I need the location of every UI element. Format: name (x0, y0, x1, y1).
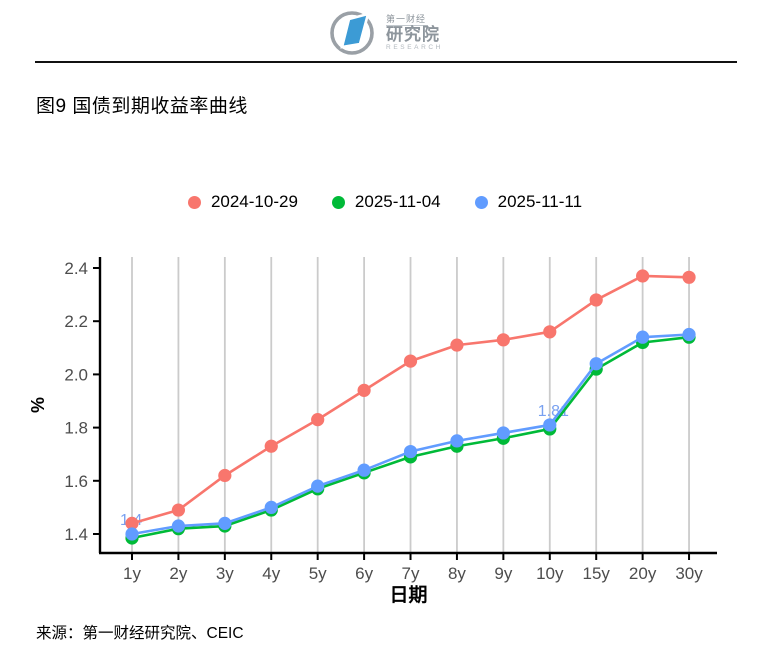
y-axis-title: % (28, 397, 48, 413)
data-point (264, 439, 278, 453)
source-note: 来源：第一财经研究院、CEIC (36, 625, 244, 642)
chart-canvas: 1.4 1.6 1.8 2.0 2.2 2.4 1y 2y 3y 4y 5y 6y 7y 8y 9y 10y 1… (28, 257, 717, 606)
y-tick-label: 1.8 (64, 419, 88, 438)
x-tick-label: 5y (309, 564, 327, 583)
data-point (450, 338, 464, 352)
x-tick-label: 30y (675, 564, 703, 583)
data-point (171, 519, 186, 533)
legend-dot-red (187, 195, 201, 209)
legend-label: 2024-10-29 (210, 192, 298, 211)
data-point (357, 383, 371, 397)
data-point (218, 468, 232, 483)
data-point (311, 413, 325, 427)
data-point (636, 269, 650, 283)
series-2025-11-11 (125, 327, 696, 541)
data-point (450, 434, 464, 448)
y-tick-label: 1.4 (64, 525, 88, 544)
x-tick-label: 6y (355, 564, 373, 583)
data-point (496, 426, 510, 440)
data-point (682, 327, 696, 342)
header-divider (35, 61, 737, 63)
gridlines (131, 257, 690, 552)
data-point (264, 500, 278, 514)
point-annotations: 1.41.81 (120, 403, 569, 529)
x-tick-label: 10y (536, 564, 564, 583)
x-tick-label: 8y (448, 564, 466, 583)
brand-logo-text: 第一财经 研究院 RESEARCH (386, 12, 443, 52)
data-point (682, 270, 696, 284)
legend-dot-blue (474, 195, 488, 209)
y-tick-label: 2.0 (64, 365, 88, 384)
data-point (589, 357, 603, 371)
series-2024-10-29 (125, 269, 696, 530)
x-tick-label: 20y (629, 564, 657, 583)
x-tick-label: 7y (402, 564, 420, 583)
legend-dot-green (331, 195, 345, 209)
legend-item-2025-11-04: 2025-11-04 (331, 192, 441, 212)
data-point (125, 527, 139, 541)
y-tick-label: 2.2 (64, 312, 88, 331)
data-point (311, 479, 325, 493)
legend-label: 2025-11-11 (497, 192, 583, 211)
data-point (543, 418, 557, 432)
x-axis-title: 日期 (389, 584, 427, 606)
legend-label: 2025-11-04 (354, 192, 441, 211)
legend-item-2025-11-11: 2025-11-11 (474, 192, 583, 212)
figure-title: 图9 国债到期收益率曲线 (36, 96, 248, 117)
brand-name-small: 第一财经 (386, 14, 429, 27)
chart-legend: 2024-10-29 2025-11-04 2025-11-11 (0, 192, 770, 212)
legend-item-2024-10-29: 2024-10-29 (187, 192, 298, 212)
data-point (636, 330, 650, 344)
brand-name-en: RESEARCH (386, 44, 443, 52)
data-point (403, 354, 418, 368)
data-point (403, 444, 418, 459)
data-point (357, 463, 371, 477)
x-tick-label: 9y (494, 564, 512, 583)
data-point (589, 293, 603, 307)
y-tick-label: 1.6 (64, 472, 88, 491)
x-tick-label: 15y (582, 564, 610, 583)
data-point (496, 333, 510, 347)
x-tick-label: 3y (216, 564, 234, 583)
axes: 1.4 1.6 1.8 2.0 2.2 2.4 1y 2y 3y 4y 5y 6y 7y 8y 9y 10y 1… (64, 257, 717, 583)
x-tick-label: 1y (123, 564, 141, 583)
header: 第一财经 研究院 RESEARCH (0, 6, 770, 58)
brand-logo-icon (330, 11, 374, 55)
data-point (543, 325, 557, 339)
data-point (218, 516, 232, 530)
x-tick-label: 2y (169, 564, 187, 583)
brand-name-large: 研究院 (386, 25, 441, 45)
data-point (125, 516, 139, 530)
yield-curve-chart: 1.4 1.6 1.8 2.0 2.2 2.4 1y 2y 3y 4y 5y 6y 7y 8y 9y 10y 1… (0, 240, 770, 615)
x-tick-label: 4y (262, 564, 280, 583)
data-point (171, 503, 186, 517)
y-tick-label: 2.4 (64, 259, 88, 278)
